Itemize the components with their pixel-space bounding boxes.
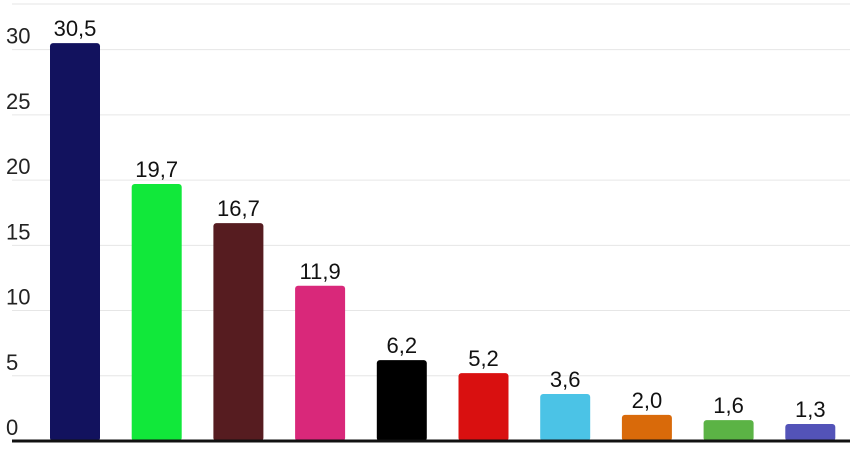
y-tick-label: 0	[6, 415, 18, 440]
y-tick-label: 5	[6, 350, 18, 375]
bar-value-label: 16,7	[217, 196, 260, 221]
bar-value-label: 5,2	[468, 346, 499, 371]
y-tick-label: 10	[6, 285, 30, 310]
bar-value-label: 30,5	[54, 16, 97, 41]
y-tick-label: 30	[6, 24, 30, 49]
y-tick-label: 15	[6, 219, 30, 244]
y-axis-tick-labels: 0 5 10 15 20 25 30	[6, 24, 30, 440]
bar-value-label: 19,7	[135, 157, 178, 182]
bar	[295, 285, 346, 441]
y-tick-label: 20	[6, 154, 30, 179]
bar-value-label: 11,9	[300, 259, 341, 284]
bar	[540, 394, 591, 441]
bar	[621, 414, 672, 441]
bar	[376, 360, 427, 441]
bar-value-label: 1,6	[713, 393, 744, 418]
bar	[785, 424, 836, 441]
bar-value-label: 1,3	[795, 397, 826, 422]
bar-value-label: 3,6	[550, 367, 581, 392]
value-labels: 30,5 19,7 16,7 11,9 6,2 5,2 3,6 2,0 1,6 1,3	[54, 16, 826, 422]
bar	[213, 223, 264, 441]
bar	[131, 184, 182, 441]
bar	[50, 43, 100, 441]
bar	[458, 373, 509, 441]
bar-value-label: 6,2	[387, 333, 418, 358]
bar	[703, 420, 754, 441]
y-tick-label: 25	[6, 89, 30, 114]
bar-value-label: 2,0	[632, 388, 663, 413]
bars	[50, 43, 836, 441]
